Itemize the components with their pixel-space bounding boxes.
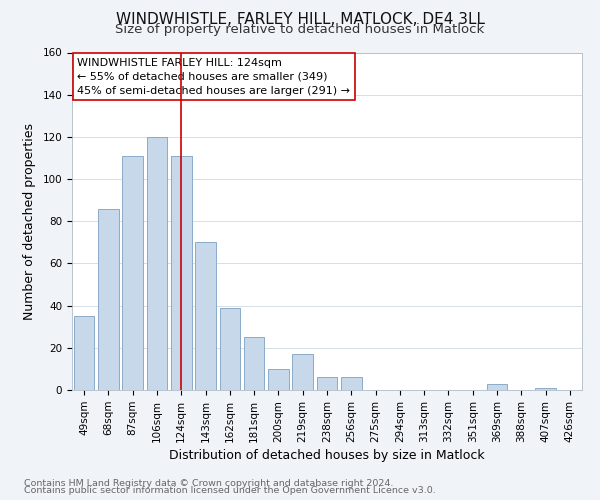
Bar <box>195 242 216 390</box>
X-axis label: Distribution of detached houses by size in Matlock: Distribution of detached houses by size … <box>169 449 485 462</box>
Bar <box>244 338 265 390</box>
Text: WINDWHISTLE FARLEY HILL: 124sqm
← 55% of detached houses are smaller (349)
45% o: WINDWHISTLE FARLEY HILL: 124sqm ← 55% of… <box>77 58 350 96</box>
Bar <box>268 369 289 390</box>
Bar <box>122 156 143 390</box>
Text: WINDWHISTLE, FARLEY HILL, MATLOCK, DE4 3LL: WINDWHISTLE, FARLEY HILL, MATLOCK, DE4 3… <box>115 12 485 28</box>
Y-axis label: Number of detached properties: Number of detached properties <box>23 122 35 320</box>
Text: Contains HM Land Registry data © Crown copyright and database right 2024.: Contains HM Land Registry data © Crown c… <box>24 478 394 488</box>
Bar <box>487 384 508 390</box>
Bar <box>317 378 337 390</box>
Bar <box>171 156 191 390</box>
Bar <box>146 137 167 390</box>
Bar <box>535 388 556 390</box>
Bar <box>98 208 119 390</box>
Bar <box>292 354 313 390</box>
Bar <box>220 308 240 390</box>
Text: Contains public sector information licensed under the Open Government Licence v3: Contains public sector information licen… <box>24 486 436 495</box>
Text: Size of property relative to detached houses in Matlock: Size of property relative to detached ho… <box>115 22 485 36</box>
Bar <box>74 316 94 390</box>
Bar <box>341 378 362 390</box>
